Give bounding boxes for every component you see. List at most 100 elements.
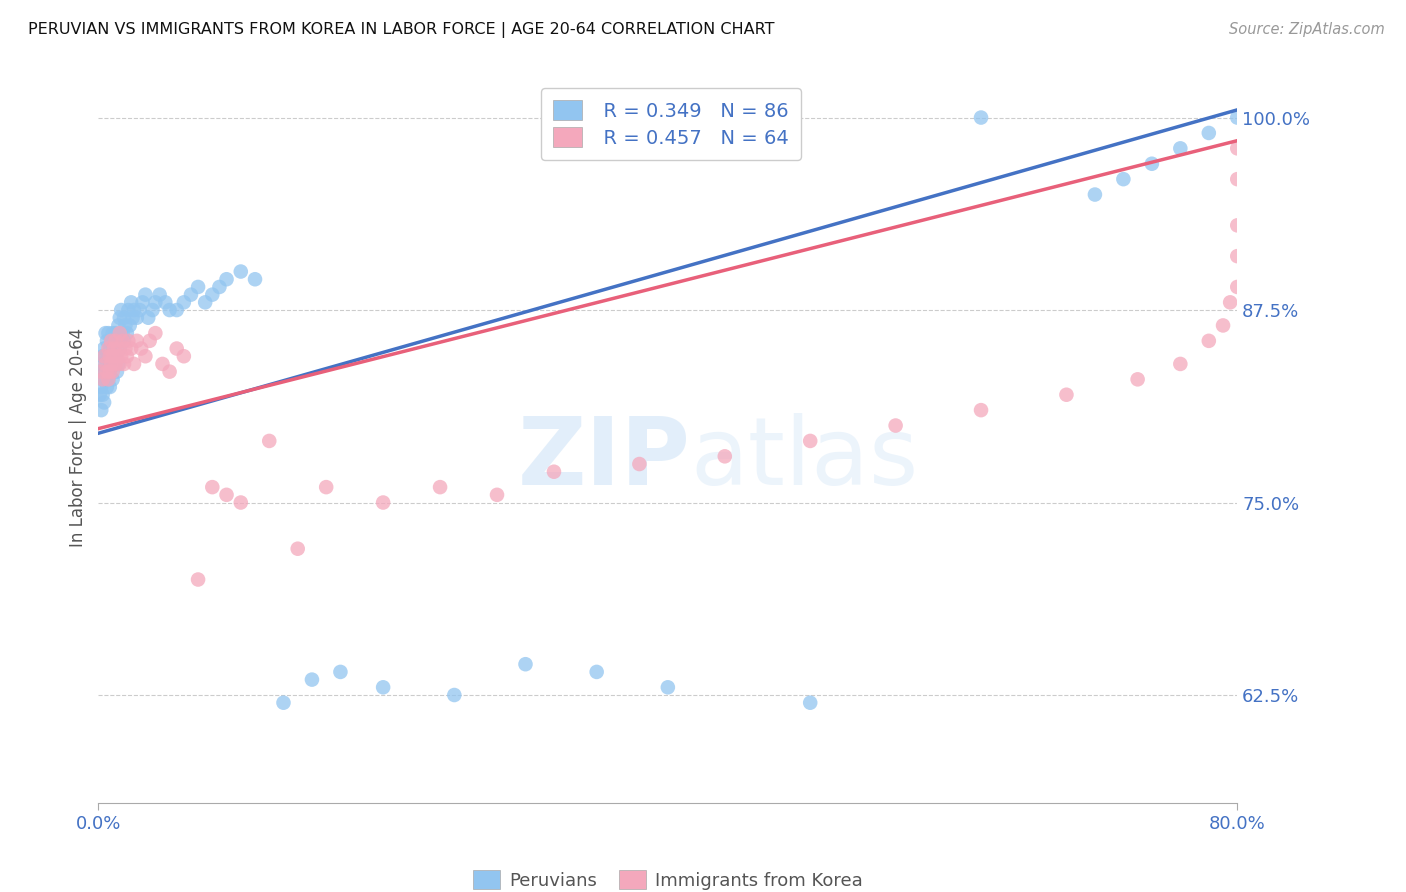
Point [103, 342, 125, 356]
Point [114, 318, 136, 333]
Point [799, 696, 821, 710]
Point [100, 357, 122, 371]
Point [1226, 280, 1249, 294]
Point [134, 287, 156, 301]
Point [112, 310, 135, 325]
Point [115, 326, 138, 340]
Point [1226, 219, 1249, 233]
Point [187, 573, 209, 587]
Point [91, 349, 114, 363]
Point [515, 657, 537, 672]
Text: atlas: atlas [690, 413, 920, 505]
Point [105, 365, 128, 379]
Point [93, 342, 115, 356]
Point [1198, 126, 1220, 140]
Point [118, 318, 141, 333]
Point [120, 295, 142, 310]
Text: ZIP: ZIP [517, 413, 690, 505]
Point [1112, 172, 1135, 186]
Point [187, 280, 209, 294]
Point [215, 488, 238, 502]
Point [201, 480, 224, 494]
Y-axis label: In Labor Force | Age 20-64: In Labor Force | Age 20-64 [69, 327, 87, 547]
Point [329, 665, 352, 679]
Text: Source: ZipAtlas.com: Source: ZipAtlas.com [1229, 22, 1385, 37]
Point [194, 295, 217, 310]
Point [1170, 141, 1192, 155]
Point [1226, 172, 1249, 186]
Point [134, 349, 156, 363]
Point [112, 357, 135, 371]
Point [89, 365, 111, 379]
Point [173, 295, 195, 310]
Point [104, 357, 127, 371]
Point [714, 450, 737, 464]
Point [1140, 157, 1163, 171]
Point [103, 334, 125, 348]
Point [180, 287, 202, 301]
Point [131, 295, 153, 310]
Point [97, 342, 120, 356]
Point [91, 388, 114, 402]
Point [97, 349, 120, 363]
Point [90, 357, 112, 371]
Point [229, 264, 252, 278]
Point [108, 310, 131, 325]
Point [1226, 249, 1249, 263]
Point [107, 357, 129, 371]
Point [108, 326, 131, 340]
Point [100, 334, 122, 348]
Point [108, 357, 131, 371]
Point [136, 310, 159, 325]
Point [201, 287, 224, 301]
Point [1219, 295, 1241, 310]
Point [100, 334, 122, 348]
Point [120, 342, 142, 356]
Point [149, 287, 172, 301]
Point [429, 480, 451, 494]
Point [107, 318, 129, 333]
Point [104, 334, 127, 348]
Point [112, 334, 135, 348]
Point [152, 357, 174, 371]
Point [166, 342, 188, 356]
Point [94, 372, 117, 386]
Point [97, 372, 120, 386]
Point [110, 334, 132, 348]
Point [101, 349, 124, 363]
Point [111, 326, 134, 340]
Point [1084, 187, 1107, 202]
Point [141, 303, 163, 318]
Point [155, 295, 177, 310]
Point [97, 372, 120, 386]
Point [108, 342, 131, 356]
Point [1198, 334, 1220, 348]
Point [114, 342, 136, 356]
Point [122, 357, 145, 371]
Point [93, 365, 115, 379]
Point [1212, 318, 1234, 333]
Point [93, 395, 115, 409]
Point [115, 349, 138, 363]
Point [443, 688, 465, 702]
Point [173, 349, 195, 363]
Point [101, 365, 124, 379]
Point [166, 303, 188, 318]
Point [93, 349, 115, 363]
Point [97, 326, 120, 340]
Point [159, 365, 181, 379]
Point [373, 495, 395, 509]
Point [159, 303, 181, 318]
Point [103, 357, 125, 371]
Point [273, 696, 295, 710]
Point [100, 357, 122, 371]
Point [128, 303, 150, 318]
Point [105, 349, 128, 363]
Point [98, 380, 121, 394]
Point [215, 272, 238, 286]
Point [287, 541, 309, 556]
Point [315, 480, 337, 494]
Point [107, 342, 129, 356]
Point [884, 418, 907, 433]
Point [1226, 111, 1249, 125]
